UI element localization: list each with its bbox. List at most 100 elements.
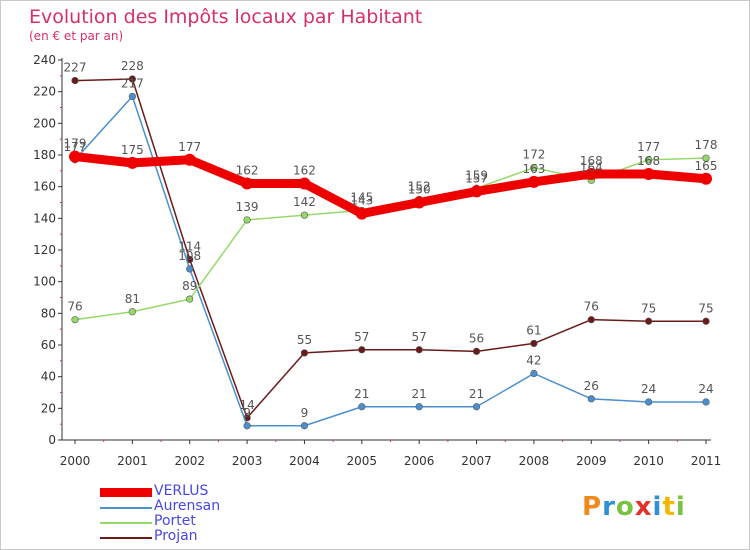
- data-point-projan: [358, 346, 366, 354]
- data-label-portet: 142: [293, 195, 316, 209]
- data-label-portet: 152: [408, 179, 431, 193]
- series-line-portet: [74, 157, 707, 321]
- data-label-aurensan: 9: [301, 406, 309, 420]
- data-point-verlus: [241, 177, 254, 190]
- data-point-portet: [530, 164, 538, 172]
- logo-letter: i: [652, 492, 663, 522]
- data-point-projan: [472, 347, 481, 355]
- data-label-projan: 228: [121, 59, 144, 73]
- data-label-verlus: 168: [580, 154, 603, 168]
- proxiti-logo: Proxiti: [582, 492, 686, 522]
- legend-label-verlus: VERLUS: [154, 483, 209, 499]
- x-tick-label: 2006: [404, 454, 435, 468]
- y-tick-label: 240: [33, 53, 56, 67]
- data-point-aurensan: [645, 398, 653, 406]
- data-point-projan: [645, 317, 653, 325]
- data-label-verlus: 168: [637, 154, 660, 168]
- data-label-portet: 177: [637, 140, 660, 154]
- data-label-portet: 89: [182, 279, 197, 293]
- logo-letter: x: [634, 492, 653, 522]
- data-point-portet: [186, 295, 194, 303]
- data-label-verlus: 162: [236, 164, 259, 178]
- data-point-portet: [243, 216, 251, 224]
- data-point-aurensan: [472, 403, 481, 411]
- data-label-projan: 57: [354, 330, 369, 344]
- data-point-verlus: [298, 177, 311, 190]
- data-label-verlus: 150: [408, 183, 431, 197]
- data-label-portet: 81: [125, 292, 140, 306]
- data-label-aurensan: 21: [354, 387, 369, 401]
- data-label-verlus: 179: [64, 137, 87, 151]
- data-point-aurensan: [530, 369, 538, 378]
- data-point-projan: [128, 75, 136, 83]
- x-tick-label: 2008: [519, 454, 550, 468]
- data-point-aurensan: [186, 265, 194, 273]
- y-tick-label: 220: [33, 85, 56, 99]
- data-label-projan: 56: [469, 331, 484, 345]
- y-tick-label: 160: [33, 180, 56, 194]
- data-label-portet: 76: [67, 300, 82, 314]
- data-label-projan: 75: [698, 301, 713, 315]
- data-point-verlus: [355, 207, 368, 220]
- data-label-aurensan: 177: [64, 140, 87, 154]
- x-tick-label: 2007: [461, 454, 492, 468]
- data-label-portet: 139: [236, 200, 259, 214]
- legend-swatch-projan: [100, 537, 152, 539]
- data-label-verlus: 165: [695, 159, 718, 173]
- data-point-verlus: [527, 175, 540, 188]
- y-tick-label: 0: [48, 433, 56, 447]
- data-point-projan: [587, 316, 595, 324]
- data-label-projan: 57: [412, 330, 427, 344]
- data-label-verlus: 175: [121, 143, 144, 157]
- data-point-portet: [71, 316, 79, 324]
- x-tick-label: 2003: [232, 454, 263, 468]
- data-point-verlus: [126, 156, 139, 169]
- x-tick-label: 2010: [633, 454, 664, 468]
- data-label-portet: 178: [695, 138, 718, 152]
- data-label-verlus: 157: [465, 171, 488, 185]
- data-label-portet: 145: [350, 190, 373, 204]
- y-tick-label: 200: [33, 116, 56, 130]
- data-point-portet: [300, 211, 309, 219]
- y-tick-label: 60: [41, 338, 56, 352]
- y-tick-label: 180: [33, 148, 56, 162]
- series-line-aurensan: [74, 95, 707, 427]
- data-point-aurensan: [587, 395, 595, 403]
- data-label-verlus: 143: [350, 194, 373, 208]
- x-tick-label: 2001: [117, 454, 148, 468]
- data-point-projan: [71, 76, 79, 85]
- legend-swatch-verlus: [100, 488, 152, 497]
- data-point-verlus: [470, 185, 483, 198]
- data-point-verlus: [413, 196, 426, 209]
- data-point-aurensan: [702, 398, 710, 406]
- y-tick-label: 100: [33, 275, 56, 289]
- data-point-projan: [530, 339, 538, 348]
- y-tick-label: 120: [33, 243, 56, 257]
- data-label-aurensan: 9: [243, 406, 251, 420]
- data-label-projan: 227: [64, 61, 87, 75]
- series-line-verlus: [70, 152, 711, 219]
- x-tick-label: 2000: [60, 454, 91, 468]
- data-label-projan: 75: [641, 301, 656, 315]
- chart-subtitle: (en € et par an): [29, 29, 124, 43]
- data-point-portet: [645, 156, 653, 164]
- logo-letter: t: [662, 492, 676, 522]
- data-point-aurensan: [358, 403, 366, 411]
- logo-letter: r: [602, 492, 616, 522]
- series-line-projan: [74, 78, 707, 419]
- data-point-projan: [415, 346, 423, 354]
- y-tick-label: 40: [41, 370, 56, 384]
- data-label-verlus: 162: [293, 164, 316, 178]
- data-label-portet: 172: [522, 148, 545, 162]
- data-point-projan: [300, 349, 309, 357]
- data-point-verlus: [69, 150, 81, 163]
- legend-swatch-aurensan: [100, 507, 152, 509]
- legend-swatch-portet: [100, 522, 152, 524]
- logo-letter: i: [675, 492, 686, 522]
- data-point-portet: [702, 154, 710, 162]
- data-label-aurensan: 24: [641, 382, 656, 396]
- data-point-verlus: [642, 168, 655, 180]
- data-label-projan: 14: [239, 398, 254, 412]
